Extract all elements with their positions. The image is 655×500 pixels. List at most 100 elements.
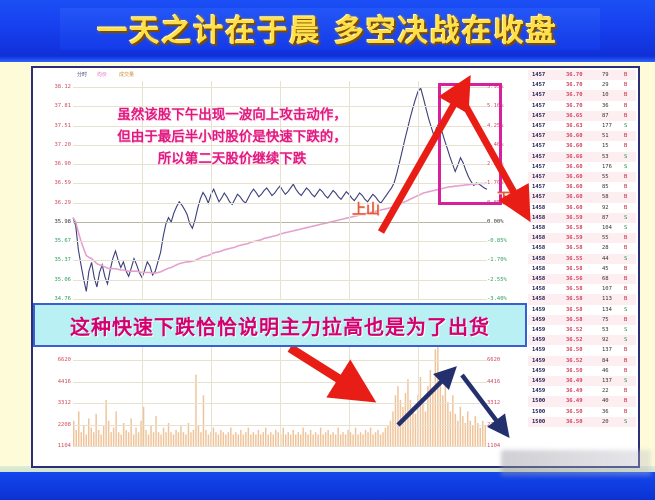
volume-bar (115, 411, 117, 446)
volume-axis-tick: 4416 (57, 378, 71, 385)
volume-bar (452, 395, 454, 446)
table-row[interactable]: 1457 36.66 53 S (528, 152, 636, 162)
volume-bar (262, 432, 264, 446)
table-row[interactable]: 1459 36.58 134 S (528, 305, 636, 315)
tick-price: 36.52 (566, 337, 583, 344)
volume-bar (120, 434, 122, 446)
tick-time: 1459 (532, 347, 546, 354)
price-axis-tick: 38.12 (54, 84, 71, 90)
volume-bar (182, 432, 185, 446)
table-row[interactable]: 1458 36.55 44 S (528, 254, 636, 264)
volume-bar (140, 420, 142, 446)
volume-bar (439, 374, 442, 446)
volume-bar (252, 432, 255, 446)
volume-bar (257, 429, 260, 446)
table-row[interactable]: 1457 36.70 29 B (528, 80, 636, 90)
volume-red-arrow (287, 344, 377, 403)
volume-bar (367, 432, 369, 446)
tick-flag: B (624, 82, 628, 89)
table-row[interactable]: 1457 36.60 58 B (528, 192, 636, 202)
tick-flag: B (624, 296, 628, 303)
table-row[interactable]: 1500 36.50 20 S (528, 417, 636, 427)
volume-bar (165, 432, 167, 446)
gridline (73, 299, 487, 300)
tick-time: 1457 (532, 174, 546, 180)
table-row[interactable]: 1458 36.60 92 B (528, 203, 636, 213)
price-axis-tick: 36.90 (54, 161, 71, 168)
table-row[interactable]: 1457 36.60 85 B (528, 182, 636, 192)
volume-bar (217, 434, 220, 446)
tick-row-band (528, 233, 636, 244)
volume-bar (73, 420, 75, 446)
tick-volume: 46 (602, 367, 609, 374)
volume-bar (225, 434, 227, 446)
volume-bar (377, 429, 379, 446)
table-row[interactable]: 1459 36.49 137 S (528, 376, 636, 386)
volume-bar (424, 411, 427, 446)
table-row[interactable]: 1458 36.58 107 B (528, 284, 636, 294)
table-row[interactable]: 1457 36.70 36 B (528, 101, 636, 111)
table-row[interactable]: 1459 36.52 84 B (528, 356, 636, 366)
percent-axis-tick: -1.70% (487, 257, 507, 264)
volume-bar (304, 432, 307, 446)
table-row[interactable]: 1458 36.59 55 B (528, 233, 636, 243)
table-row[interactable]: 1500 36.49 40 B (528, 396, 636, 406)
volume-bar (300, 434, 302, 446)
table-row[interactable]: 1459 36.50 46 B (528, 366, 636, 376)
banner-divider (0, 56, 655, 62)
table-row[interactable]: 1458 36.56 68 B (528, 274, 636, 284)
volume-bar (449, 411, 452, 446)
volume-bar (78, 411, 80, 446)
table-row[interactable]: 1500 36.50 36 B (528, 407, 636, 417)
volume-bar (479, 427, 481, 446)
tick-flag: B (624, 184, 628, 191)
tick-price: 36.60 (566, 133, 583, 140)
tick-flag: S (624, 225, 628, 231)
tick-volume: 53 (602, 153, 609, 160)
tick-time: 1458 (532, 265, 546, 272)
table-row[interactable]: 1457 36.65 87 B (528, 111, 636, 121)
volume-bar (374, 432, 377, 446)
tick-time: 1457 (532, 72, 546, 78)
tick-data-panel[interactable]: 1457 36.70 79 B 1457 36.70 29 B 1457 36.70 10 B 1457… (528, 66, 640, 468)
annotation-line-3: 所以第二天股价继续下跌 (157, 151, 307, 167)
gridline-vertical (211, 313, 212, 446)
table-row[interactable]: 1458 36.58 28 B (528, 243, 636, 253)
volume-bar (484, 425, 486, 446)
table-row[interactable]: 1458 36.58 104 S (528, 223, 636, 233)
table-row[interactable]: 1457 36.60 15 B (528, 141, 636, 151)
tick-price: 36.60 (566, 174, 583, 180)
volume-bar (155, 416, 157, 446)
table-row[interactable]: 1459 36.49 22 B (528, 386, 636, 396)
volume-axis-tick: 1104 (57, 443, 71, 449)
table-row[interactable]: 1457 36.70 79 B (528, 70, 636, 80)
volume-bar (125, 429, 127, 446)
uphill-label: 上山 (352, 202, 380, 218)
tick-price: 36.70 (566, 92, 583, 99)
table-row[interactable]: 1458 36.59 87 S (528, 213, 636, 223)
table-row[interactable]: 1459 36.52 53 S (528, 325, 636, 335)
tick-volume: 75 (602, 316, 609, 323)
intraday-chart-panel[interactable]: 分时 均价 成交量 38.12 37.81 37.51 37.20 36.90 36.59… (31, 66, 530, 468)
gridline-vertical (280, 81, 281, 299)
volume-bar (372, 434, 374, 446)
table-row[interactable]: 1457 36.63 177 S (528, 121, 636, 131)
table-row[interactable]: 1457 36.60 55 B (528, 172, 636, 182)
volume-bar (312, 434, 314, 446)
tick-flag: S (624, 163, 628, 170)
tick-flag: B (624, 265, 628, 272)
volume-bar (205, 429, 207, 446)
table-row[interactable]: 1457 36.60 176 S (528, 162, 636, 172)
volume-bar (185, 434, 187, 446)
tick-price: 36.60 (566, 184, 583, 191)
volume-bar (255, 434, 257, 446)
table-row[interactable]: 1459 36.52 92 S (528, 335, 636, 345)
table-row[interactable]: 1459 36.58 75 B (528, 315, 636, 325)
table-row[interactable]: 1458 36.58 45 B (528, 264, 636, 274)
table-row[interactable]: 1458 36.58 113 B (528, 294, 636, 304)
table-row[interactable]: 1457 36.70 10 B (528, 90, 636, 100)
table-row[interactable]: 1459 36.50 137 B (528, 345, 636, 355)
table-row[interactable]: 1457 36.60 51 B (528, 131, 636, 141)
gridline-vertical (142, 313, 143, 446)
